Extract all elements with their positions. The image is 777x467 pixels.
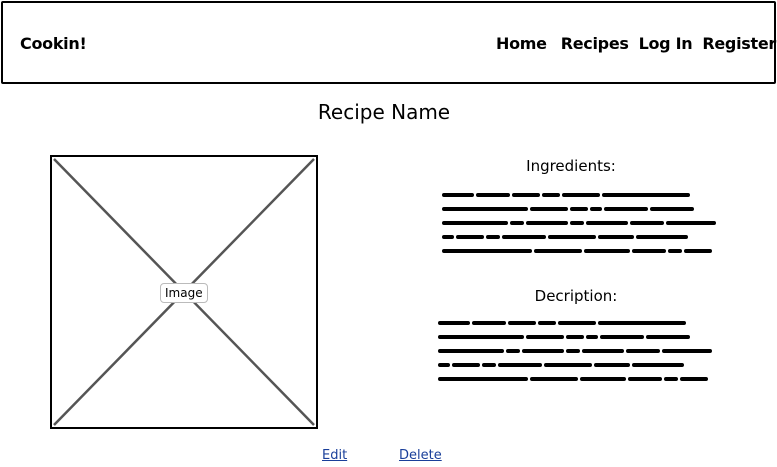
nav-links: Home Recipes Log In Register [496, 34, 776, 53]
ingredients-placeholder-text [442, 193, 716, 253]
brand-logo[interactable]: Cookin! [20, 34, 87, 53]
description-heading: Decription: [534, 287, 618, 305]
nav-register[interactable]: Register [702, 34, 776, 53]
edit-link[interactable]: Edit [322, 448, 348, 463]
nav-home[interactable]: Home [496, 34, 547, 53]
nav-login[interactable]: Log In [638, 34, 693, 53]
ingredients-heading: Ingredients: [526, 157, 616, 175]
description-placeholder-text [438, 321, 712, 381]
recipe-title: Recipe Name [317, 100, 451, 124]
top-navbar: Cookin! Home Recipes Log In Register [1, 1, 776, 84]
image-label: Image [160, 283, 208, 303]
recipe-image-placeholder: Image [50, 155, 318, 429]
delete-link[interactable]: Delete [399, 448, 442, 463]
nav-recipes[interactable]: Recipes [560, 34, 629, 53]
